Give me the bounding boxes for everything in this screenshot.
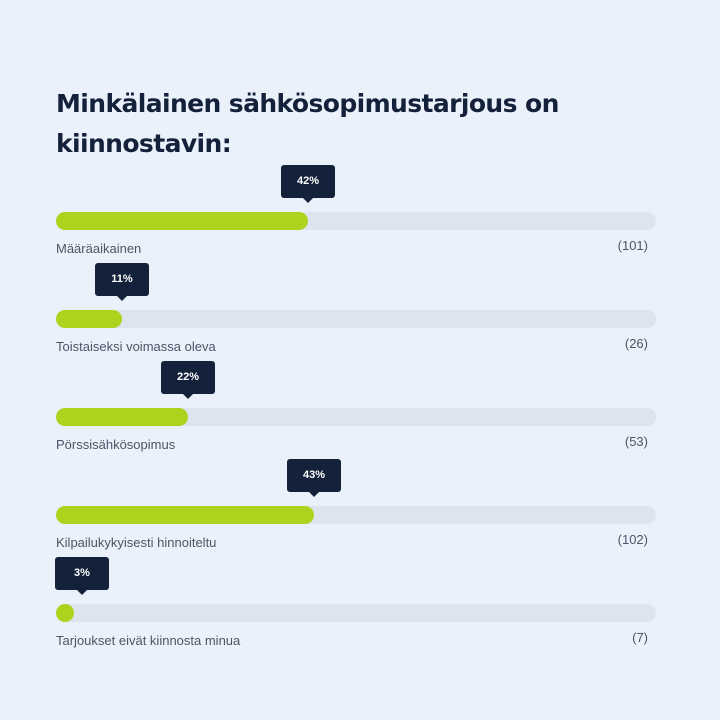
percent-tooltip: 11%	[95, 263, 149, 301]
percent-tooltip: 42%	[281, 165, 335, 203]
vote-count: (53)	[624, 434, 648, 449]
percent-tooltip: 43%	[287, 459, 341, 497]
option-label: Toistaiseksi voimassa oleva	[56, 339, 216, 354]
progress-track	[56, 212, 656, 230]
progress-track	[56, 310, 656, 328]
vote-count: (26)	[624, 336, 648, 351]
poll-option: 3% Tarjoukset eivät kiinnosta minua (7)	[55, 557, 656, 648]
vote-count: (7)	[632, 630, 648, 645]
poll-option: 42% Määräaikainen (101)	[56, 165, 656, 256]
progress-fill	[56, 212, 308, 230]
progress-track	[56, 604, 656, 622]
progress-fill	[56, 604, 74, 622]
progress-track	[56, 506, 656, 524]
progress-track	[56, 408, 656, 426]
option-label: Määräaikainen	[56, 241, 142, 256]
option-label: Pörssisähkösopimus	[56, 437, 176, 452]
poll-option: 22% Pörssisähkösopimus (53)	[56, 361, 656, 452]
option-label: Kilpailukykyisesti hinnoiteltu	[56, 535, 217, 550]
progress-fill	[56, 506, 314, 524]
vote-count: (101)	[617, 238, 648, 253]
percent-tooltip: 3%	[55, 557, 109, 595]
percent-tooltip: 22%	[161, 361, 215, 399]
poll-option: 11% Toistaiseksi voimassa oleva (26)	[56, 263, 656, 354]
progress-fill	[56, 310, 122, 328]
poll-title: Minkälainen sähkösopimustarjous on kiinn…	[56, 89, 559, 158]
progress-fill	[56, 408, 188, 426]
poll-option: 43% Kilpailukykyisesti hinnoiteltu (102)	[56, 459, 656, 550]
option-label: Tarjoukset eivät kiinnosta minua	[56, 633, 241, 648]
vote-count: (102)	[617, 532, 648, 547]
